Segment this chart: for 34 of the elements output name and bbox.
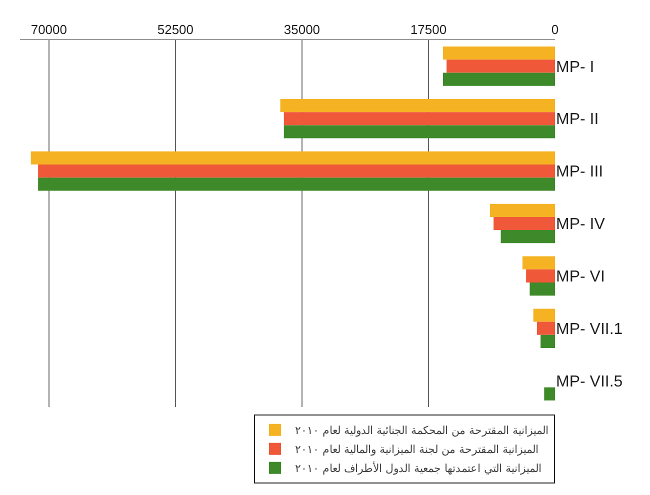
bar [494,216,555,230]
bar [522,256,555,270]
bar [533,308,555,322]
y-tick-label: MP- I [556,58,594,76]
bar [536,322,555,335]
legend-label: الميزانية التي اعتمدتها جمعية الدول الأطراف لعام ٢٠١٠ [295,461,542,476]
legend-label: الميزانية المقترحة من المحكمة الجنائية الدولية لعام ٢٠١٠ [295,424,548,438]
bar [30,151,555,165]
y-tick-label: MP- III [556,164,604,181]
bar [442,72,555,86]
y-tick-label: MP- VII.5 [556,373,623,390]
legend-label: الميزانية المقترحة من لجنة الميزانية والمالية لعام ٢٠١٠ [295,443,538,456]
bar [284,125,555,138]
bar [544,387,555,400]
x-tick-label: 0 [551,22,559,37]
bar [284,112,555,126]
bar [38,178,555,191]
y-tick-label: MP- II [556,111,599,128]
bar [38,164,555,178]
bar [526,269,555,282]
x-tick-label: 52500 [157,22,194,37]
y-tick-label: MP- VII.1 [556,320,623,338]
bar [442,46,555,60]
y-tick-label: MP- VI [556,268,605,286]
bar [490,204,555,217]
y-tick-label: MP- IV [556,216,606,234]
bar [280,98,555,112]
bar [530,282,555,296]
bar [540,334,555,348]
bar [446,60,555,73]
bar [500,230,555,244]
x-tick-label: 35000 [284,22,320,37]
x-tick-label: 70000 [30,22,67,37]
x-tick-label: 17500 [410,22,447,37]
